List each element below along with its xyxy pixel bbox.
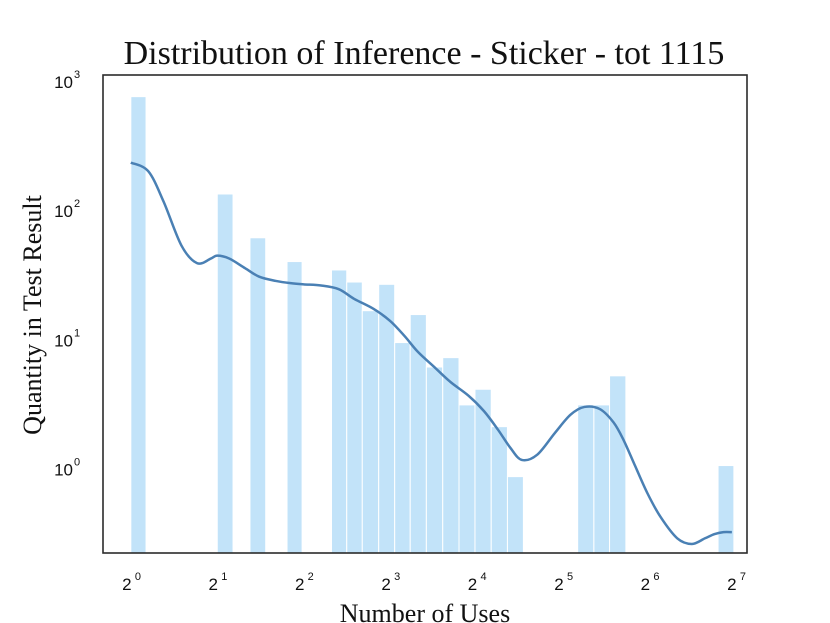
histogram-bar — [577, 404, 595, 554]
svg-text:0: 0 — [74, 457, 80, 469]
histogram-bar — [506, 476, 524, 554]
histogram-bar — [425, 366, 444, 554]
histogram-bar — [346, 281, 363, 554]
y-axis-label: Quantity in Test Result — [18, 194, 47, 434]
histogram-bar — [717, 465, 735, 554]
kde-line — [130, 161, 732, 546]
y-tick-label: 10 2 — [54, 198, 80, 221]
svg-text:7: 7 — [740, 571, 746, 583]
svg-text:2: 2 — [641, 575, 650, 594]
histogram-bar — [286, 261, 303, 554]
svg-text:2: 2 — [381, 575, 390, 594]
svg-text:3: 3 — [74, 69, 80, 81]
bars-layer — [130, 96, 735, 554]
chart-title: Distribution of Inference - Sticker - to… — [124, 35, 725, 72]
svg-text:4: 4 — [481, 571, 487, 583]
svg-text:0: 0 — [135, 571, 141, 583]
x-axis-label: Number of Uses — [340, 599, 510, 623]
svg-text:2: 2 — [554, 575, 563, 594]
svg-text:10: 10 — [54, 461, 73, 480]
histogram-bar — [394, 342, 411, 554]
y-tick-label: 10 0 — [54, 457, 80, 480]
y-tick-label: 10 3 — [54, 69, 80, 92]
svg-text:2: 2 — [295, 575, 304, 594]
svg-text:2: 2 — [468, 575, 477, 594]
histogram-bar — [490, 426, 508, 554]
svg-text:10: 10 — [54, 73, 73, 92]
histogram-bar — [249, 237, 267, 554]
plot-frame — [102, 74, 748, 554]
svg-text:2: 2 — [727, 575, 736, 594]
svg-text:5: 5 — [567, 571, 573, 583]
svg-text:2: 2 — [308, 571, 314, 583]
svg-text:1: 1 — [74, 327, 80, 339]
histogram-bar — [409, 314, 427, 554]
svg-text:10: 10 — [54, 202, 73, 221]
histogram-bar — [609, 375, 627, 554]
histogram-bar — [474, 388, 492, 554]
histogram-bar — [458, 404, 476, 554]
histogram-bar — [216, 193, 234, 554]
svg-text:2: 2 — [74, 198, 80, 210]
svg-text:3: 3 — [394, 571, 400, 583]
histogram-bar — [361, 310, 380, 554]
histogram-bar — [331, 269, 348, 554]
svg-text:2: 2 — [122, 575, 131, 594]
svg-text:6: 6 — [653, 571, 659, 583]
svg-text:2: 2 — [209, 575, 218, 594]
histogram-bar — [593, 404, 611, 554]
svg-text:1: 1 — [221, 571, 227, 583]
y-tick-label: 10 1 — [54, 327, 80, 350]
svg-text:10: 10 — [54, 331, 73, 350]
